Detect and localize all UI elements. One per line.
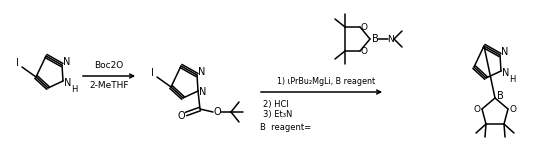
Text: 2) HCl: 2) HCl (263, 100, 289, 108)
Text: I: I (151, 68, 153, 78)
Text: B  reagent=: B reagent= (260, 124, 311, 132)
Text: 1) ιPrBu₂MgLi, B reagent: 1) ιPrBu₂MgLi, B reagent (278, 77, 376, 87)
Text: N: N (502, 68, 510, 78)
Text: O: O (510, 105, 516, 113)
Text: 3) Et₃N: 3) Et₃N (263, 109, 293, 119)
Text: H: H (509, 74, 515, 84)
Text: I: I (16, 58, 18, 68)
Text: O: O (177, 111, 185, 121)
Text: N: N (199, 87, 207, 97)
Text: B: B (496, 91, 504, 101)
Text: N: N (63, 57, 71, 67)
Text: N: N (388, 35, 394, 43)
Text: O: O (474, 105, 480, 113)
Text: O: O (361, 47, 367, 55)
Text: O: O (361, 22, 367, 32)
Text: 2-MeTHF: 2-MeTHF (89, 82, 129, 90)
Text: N: N (198, 67, 206, 77)
Text: H: H (71, 85, 77, 93)
Text: N: N (501, 47, 509, 57)
Text: N: N (64, 78, 71, 88)
Text: O: O (213, 107, 221, 117)
Text: Boc2O: Boc2O (94, 61, 124, 71)
Text: B: B (372, 34, 378, 44)
